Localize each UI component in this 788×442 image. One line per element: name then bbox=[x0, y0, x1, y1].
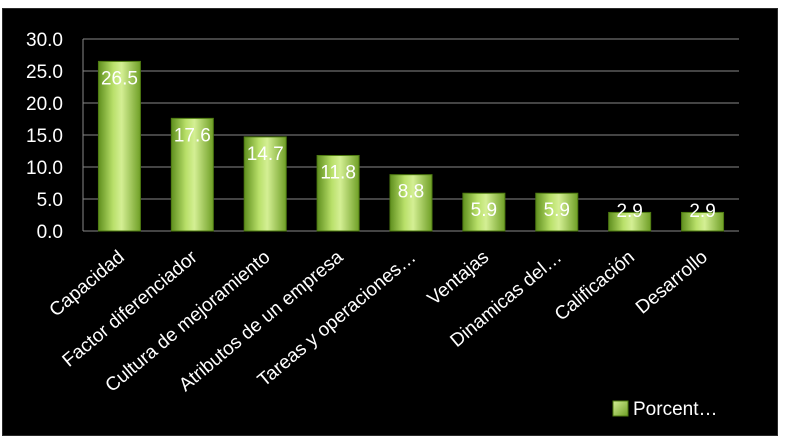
category-label: Desarrollo bbox=[632, 247, 712, 319]
data-label: 2.9 bbox=[689, 201, 715, 222]
data-label: 26.5 bbox=[101, 68, 138, 89]
y-tick-label: 15.0 bbox=[26, 126, 63, 147]
category-label: Calificación bbox=[551, 247, 639, 326]
legend: Porcent… bbox=[613, 399, 717, 420]
category-label: Factor diferenciador bbox=[59, 246, 202, 371]
y-tick-label: 0.0 bbox=[37, 222, 63, 243]
legend-marker bbox=[613, 401, 628, 416]
bar-chart: 0.0 5.0 10.0 15.0 20.0 25.0 30.0 26.5 17.6 14.7 1… bbox=[3, 9, 779, 437]
chart-area: 0.0 5.0 10.0 15.0 20.0 25.0 30.0 26.5 17.6 14.7 1… bbox=[2, 8, 778, 436]
y-tick-label: 20.0 bbox=[26, 94, 63, 115]
data-label: 5.9 bbox=[471, 200, 497, 221]
y-tick-label: 25.0 bbox=[26, 62, 63, 83]
data-label: 17.6 bbox=[174, 125, 211, 146]
data-label: 5.9 bbox=[544, 200, 570, 221]
data-label: 11.8 bbox=[320, 162, 356, 183]
legend-label: Porcent… bbox=[633, 399, 717, 420]
y-tick-label: 5.0 bbox=[37, 190, 63, 211]
data-label: 14.7 bbox=[247, 144, 284, 165]
y-tick-label: 30.0 bbox=[26, 30, 63, 51]
data-label: 8.8 bbox=[398, 182, 424, 203]
data-label: 2.9 bbox=[616, 201, 642, 222]
y-tick-label: 10.0 bbox=[26, 158, 63, 179]
y-axis-ticks: 0.0 5.0 10.0 15.0 20.0 25.0 30.0 bbox=[26, 30, 63, 243]
category-label: Ventajas bbox=[424, 247, 493, 310]
